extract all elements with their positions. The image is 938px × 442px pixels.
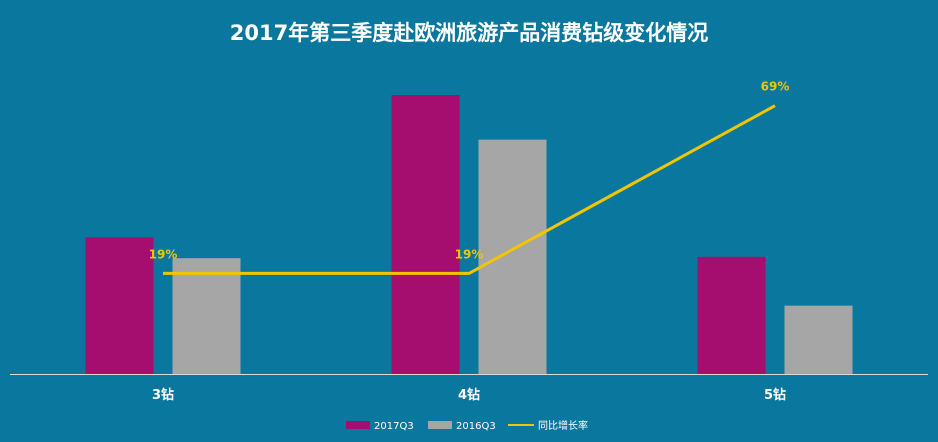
legend-swatch-2017q3 [346,421,370,429]
legend-label-2016q3: 2016Q3 [456,421,496,432]
x-tick-label: 5钻 [764,387,786,403]
growth-rate-label: 69% [761,80,790,94]
bar-2017q3-3zuan [85,237,154,374]
x-tick-label: 3钻 [152,387,174,403]
x-tick-label: 4钻 [458,387,480,403]
bar-2016q3-3zuan [172,258,241,374]
growth-rate-label: 19% [149,247,178,261]
chart-title: 2017年第三季度赴欧洲旅游产品消费钻级变化情况 [230,21,708,45]
legend-label-growth: 同比增长率 [538,419,588,432]
legend-label-2017q3: 2017Q3 [374,421,414,432]
bar-2017q3-5zuan [697,256,766,374]
legend: 2017Q3 2016Q3 同比增长率 [346,419,588,432]
bar-2016q3-4zuan [478,139,547,374]
bar-2017q3-4zuan [391,95,460,374]
growth-rate-line [163,104,776,275]
growth-line-layer: 19% 19% 69% [149,80,790,275]
category-labels: 3钻 4钻 5钻 [152,387,786,403]
legend-swatch-2016q3 [428,421,452,429]
bar-2016q3-5zuan [784,305,853,374]
growth-rate-label: 19% [455,247,484,261]
bars-layer [85,95,853,374]
